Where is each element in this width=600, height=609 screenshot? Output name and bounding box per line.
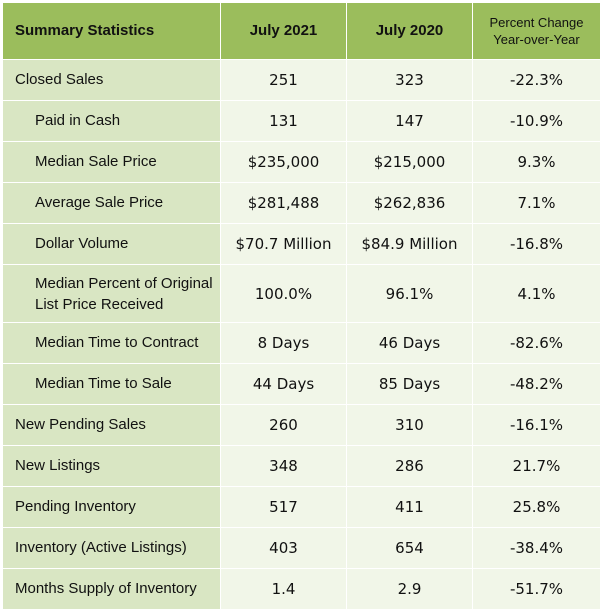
row-value-2020: 323 xyxy=(347,60,472,100)
row-value-2021: 100.0% xyxy=(221,265,346,322)
row-label-median-time-to-contract: Median Time to Contract xyxy=(3,323,220,363)
header-percent-change-line1: Percent Change xyxy=(489,15,584,30)
row-value-2020: 96.1% xyxy=(347,265,472,322)
row-label-median-time-to-sale: Median Time to Sale xyxy=(3,364,220,404)
row-value-2020: 147 xyxy=(347,101,472,141)
row-label-new-pending-sales: New Pending Sales xyxy=(3,405,220,445)
row-value-2021: 1.4 xyxy=(221,569,346,609)
row-value-2020: 2.9 xyxy=(347,569,472,609)
row-value-2020: 286 xyxy=(347,446,472,486)
row-value-pct: 9.3% xyxy=(473,142,600,182)
row-value-2021: 44 Days xyxy=(221,364,346,404)
row-value-2020: 654 xyxy=(347,528,472,568)
row-value-pct: -16.1% xyxy=(473,405,600,445)
row-value-2020: 46 Days xyxy=(347,323,472,363)
row-label-months-supply-of-inventory: Months Supply of Inventory xyxy=(3,569,220,609)
row-label-closed-sales: Closed Sales xyxy=(3,60,220,100)
row-value-2021: 251 xyxy=(221,60,346,100)
header-july-2020: July 2020 xyxy=(347,3,472,59)
row-value-pct: 7.1% xyxy=(473,183,600,223)
row-value-pct: 25.8% xyxy=(473,487,600,527)
row-value-pct: -22.3% xyxy=(473,60,600,100)
row-value-pct: -38.4% xyxy=(473,528,600,568)
row-value-2020: 310 xyxy=(347,405,472,445)
header-percent-change: Percent Change Year-over-Year xyxy=(473,3,600,59)
row-value-2021: 260 xyxy=(221,405,346,445)
row-label-median-sale-price: Median Sale Price xyxy=(3,142,220,182)
row-label-average-sale-price: Average Sale Price xyxy=(3,183,220,223)
row-label-paid-in-cash: Paid in Cash xyxy=(3,101,220,141)
header-percent-change-line2: Year-over-Year xyxy=(493,32,580,47)
row-value-pct: 21.7% xyxy=(473,446,600,486)
header-summary-statistics: Summary Statistics xyxy=(3,3,220,59)
row-value-pct: -10.9% xyxy=(473,101,600,141)
summary-statistics-table: Summary Statistics July 2021 July 2020 P… xyxy=(3,3,600,609)
row-label-median-percent-list-price: Median Percent of Original List Price Re… xyxy=(3,265,220,322)
row-label-line1: Median Percent of Original xyxy=(35,274,213,292)
row-value-2021: 8 Days xyxy=(221,323,346,363)
row-value-pct: -16.8% xyxy=(473,224,600,264)
row-label-dollar-volume: Dollar Volume xyxy=(3,224,220,264)
row-value-2021: 403 xyxy=(221,528,346,568)
row-value-2021: $281,488 xyxy=(221,183,346,223)
row-value-pct: -48.2% xyxy=(473,364,600,404)
row-value-2021: 348 xyxy=(221,446,346,486)
row-value-2021: $235,000 xyxy=(221,142,346,182)
row-value-pct: 4.1% xyxy=(473,265,600,322)
row-value-2021: 517 xyxy=(221,487,346,527)
row-value-2020: $84.9 Million xyxy=(347,224,472,264)
header-july-2021: July 2021 xyxy=(221,3,346,59)
row-label-line2: List Price Received xyxy=(35,295,164,313)
row-value-pct: -51.7% xyxy=(473,569,600,609)
row-value-pct: -82.6% xyxy=(473,323,600,363)
row-value-2020: $262,836 xyxy=(347,183,472,223)
row-label-new-listings: New Listings xyxy=(3,446,220,486)
row-label-inventory-active-listings: Inventory (Active Listings) xyxy=(3,528,220,568)
row-label-pending-inventory: Pending Inventory xyxy=(3,487,220,527)
row-value-2020: 85 Days xyxy=(347,364,472,404)
row-value-2020: $215,000 xyxy=(347,142,472,182)
row-value-2020: 411 xyxy=(347,487,472,527)
row-value-2021: $70.7 Million xyxy=(221,224,346,264)
row-value-2021: 131 xyxy=(221,101,346,141)
